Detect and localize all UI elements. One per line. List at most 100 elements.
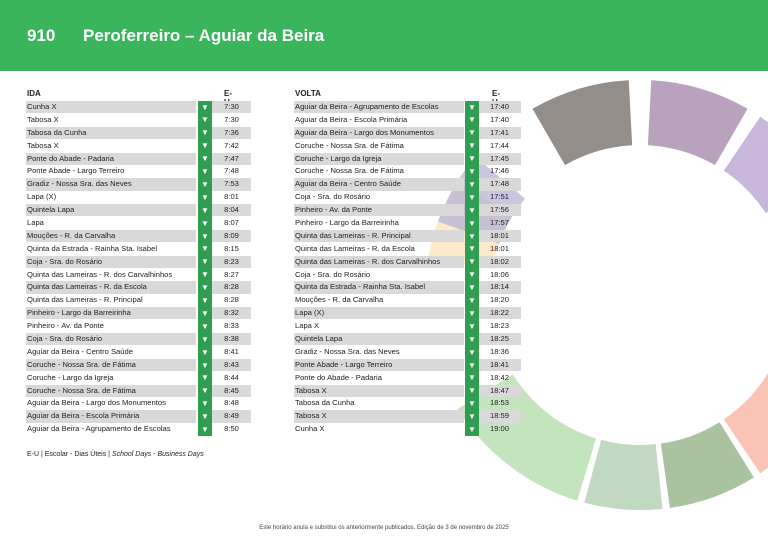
stop-name: Coja - Sra. do Rosário bbox=[295, 269, 371, 279]
header-bar: 910 Peroferreiro – Aguiar da Beira bbox=[0, 0, 768, 71]
departure-time: 7:30 bbox=[212, 101, 251, 114]
stop-name: Quinta das Lameiras - R. Principal bbox=[294, 229, 464, 243]
stop-name: Aguiar da Beira - Escola Primária bbox=[295, 114, 408, 124]
departure-time: 19:00 bbox=[489, 424, 509, 434]
arrow-down-icon: ▼ bbox=[201, 244, 209, 254]
departure-time: 8:33 bbox=[224, 321, 239, 331]
departure-time: 8:28 bbox=[224, 295, 239, 305]
arrow-down-icon: ▼ bbox=[468, 334, 476, 344]
arrow-down-icon: ▼ bbox=[201, 360, 209, 370]
arrow-down-icon: ▼ bbox=[468, 283, 476, 293]
departure-time: 8:04 bbox=[212, 204, 251, 217]
stop-name: Aguiar da Beira - Centro Saúde bbox=[27, 346, 133, 356]
arrow-down-icon: ▼ bbox=[201, 205, 209, 215]
ring-segment bbox=[723, 373, 768, 474]
stop-name: Mouções - R. da Carvalha bbox=[295, 295, 384, 305]
departure-time: 18:47 bbox=[478, 384, 521, 397]
ring-segment bbox=[723, 116, 768, 214]
route-name: Peroferreiro – Aguiar da Beira bbox=[83, 26, 325, 45]
arrow-down-icon: ▼ bbox=[468, 218, 476, 228]
stop-name: Pinheiro - Av. da Ponte bbox=[27, 321, 104, 331]
departure-time: 17:51 bbox=[489, 192, 509, 202]
stop-name: Lapa X bbox=[295, 321, 320, 331]
arrow-down-icon: ▼ bbox=[468, 141, 476, 151]
arrow-down-icon: ▼ bbox=[468, 154, 476, 164]
stop-name: Coruche - Largo da Igreja bbox=[294, 152, 464, 165]
arrow-down-icon: ▼ bbox=[201, 154, 209, 164]
arrow-down-icon: ▼ bbox=[201, 412, 209, 422]
departure-time: 17:44 bbox=[489, 140, 509, 150]
departure-time: 8:32 bbox=[212, 307, 251, 320]
departure-time: 8:27 bbox=[224, 269, 239, 279]
departure-time: 8:07 bbox=[224, 218, 239, 228]
departure-time: 7:53 bbox=[212, 178, 251, 191]
departure-time: 7:30 bbox=[224, 114, 239, 124]
stop-name: Tabosa da Cunha bbox=[295, 398, 355, 408]
arrow-down-icon: ▼ bbox=[201, 102, 209, 112]
arrow-down-icon: ▼ bbox=[201, 308, 209, 318]
stop-name: Pinheiro - Largo da Barreirinha bbox=[295, 218, 399, 228]
departure-time: 18:06 bbox=[489, 269, 509, 279]
departure-time: 7:47 bbox=[212, 152, 251, 165]
arrow-down-icon: ▼ bbox=[468, 179, 476, 189]
arrow-down-icon: ▼ bbox=[201, 192, 209, 202]
departure-time: 8:09 bbox=[212, 229, 251, 243]
stop-name: Aguiar da Beira - Centro Saúde bbox=[294, 178, 464, 191]
stop-name: Cunha X bbox=[26, 101, 196, 114]
stop-name: Quintela Lapa bbox=[26, 204, 196, 217]
departure-time: 17:57 bbox=[489, 218, 509, 228]
stop-name: Coja - Sra. do Rosário bbox=[26, 255, 196, 268]
departure-time: 18:20 bbox=[489, 295, 509, 305]
arrow-down-icon: ▼ bbox=[201, 347, 209, 357]
departure-time: 18:01 bbox=[489, 243, 509, 253]
stop-name: Cunha X bbox=[295, 424, 325, 434]
arrow-down-icon: ▼ bbox=[201, 425, 209, 434]
arrow-down-icon: ▼ bbox=[468, 425, 476, 434]
arrow-down-icon: ▼ bbox=[201, 218, 209, 228]
arrow-down-icon: ▼ bbox=[201, 257, 209, 267]
ida-direction-strip: ▼ ▼ ▼ ▼ ▼ ▼ ▼ ▼ ▼ ▼ ▼ ▼ ▼ ▼ ▼ ▼ ▼ ▼ ▼ ▼ ▼ ▼ ▼ ▼ ▼ ▼ bbox=[198, 101, 212, 437]
departure-time: 8:48 bbox=[224, 398, 239, 408]
stop-name: Pinheiro - Av. da Ponte bbox=[294, 204, 464, 217]
departure-time: 17:40 bbox=[478, 101, 521, 114]
arrow-down-icon: ▼ bbox=[468, 321, 476, 331]
stop-name: Aguiar da Beira - Escola Primária bbox=[26, 410, 196, 423]
stop-name: Coruche - Nossa Sra. de Fátima bbox=[295, 140, 404, 150]
ring-segment bbox=[647, 80, 748, 166]
volta-direction-strip: ▼ ▼ ▼ ▼ ▼ ▼ ▼ ▼ ▼ ▼ ▼ ▼ ▼ ▼ ▼ ▼ ▼ ▼ ▼ ▼ ▼ ▼ ▼ ▼ ▼ ▼ bbox=[465, 101, 479, 437]
stop-name: Tabosa X bbox=[294, 384, 464, 397]
arrow-down-icon: ▼ bbox=[201, 270, 209, 280]
arrow-down-icon: ▼ bbox=[468, 373, 476, 383]
arrow-down-icon: ▼ bbox=[201, 179, 209, 189]
stop-name: Quinta da Estrada - Rainha Sta. Isabel bbox=[27, 243, 158, 253]
stop-name: Ponte do Abade - Padaria bbox=[295, 372, 382, 382]
departure-time: 17:48 bbox=[478, 178, 521, 191]
ring-segment bbox=[457, 374, 597, 501]
stop-name: Lapa (X) bbox=[27, 192, 57, 202]
stop-name: Ponte Abade - Largo Terreiro bbox=[27, 166, 125, 176]
arrow-down-icon: ▼ bbox=[201, 386, 209, 396]
departure-time: 18:14 bbox=[478, 281, 521, 294]
departure-time: 8:49 bbox=[212, 410, 251, 423]
departure-time: 17:41 bbox=[478, 126, 521, 139]
departure-time: 7:48 bbox=[224, 166, 239, 176]
departure-time: 18:02 bbox=[478, 255, 521, 268]
arrow-down-icon: ▼ bbox=[201, 231, 209, 241]
departure-time: 8:28 bbox=[212, 281, 251, 294]
stop-name: Coruche - Nossa Sra. de Fátima bbox=[295, 166, 404, 176]
departure-time: 8:01 bbox=[224, 192, 239, 202]
arrow-down-icon: ▼ bbox=[468, 257, 476, 267]
stop-name: Quinta das Lameiras - R. dos Carvalhinho… bbox=[27, 269, 173, 279]
arrow-down-icon: ▼ bbox=[468, 360, 476, 370]
stop-name: Quinta da Estrada - Rainha Sta. Isabel bbox=[294, 281, 464, 294]
stop-name: Lapa (X) bbox=[294, 307, 464, 320]
stop-name: Gradiz - Nossa Sra. das Neves bbox=[26, 178, 196, 191]
arrow-down-icon: ▼ bbox=[468, 231, 476, 241]
stop-name: Aguiar da Beira - Agrupamento de Escolas bbox=[27, 424, 171, 434]
ring-segment bbox=[532, 80, 633, 166]
departure-time: 17:46 bbox=[489, 166, 509, 176]
arrow-down-icon: ▼ bbox=[468, 128, 476, 138]
departure-time: 18:23 bbox=[489, 321, 509, 331]
stop-name: Coruche - Nossa Sra. de Fátima bbox=[26, 358, 196, 371]
stop-name: Tabosa X bbox=[294, 410, 464, 423]
